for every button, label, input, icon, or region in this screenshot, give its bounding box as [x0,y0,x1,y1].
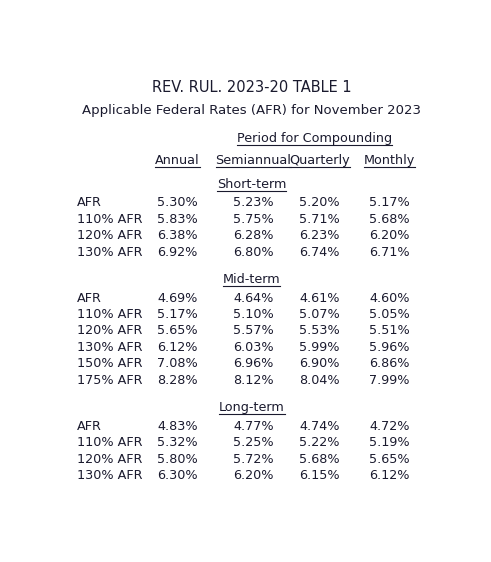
Text: Long-term: Long-term [219,401,284,414]
Text: Semiannual: Semiannual [216,154,292,167]
Text: 5.51%: 5.51% [369,324,410,338]
Text: 6.80%: 6.80% [233,246,274,259]
Text: 7.08%: 7.08% [157,357,198,370]
Text: 6.90%: 6.90% [299,357,340,370]
Text: 4.69%: 4.69% [157,292,197,305]
Text: 6.71%: 6.71% [369,246,409,259]
Text: Monthly: Monthly [364,154,415,167]
Text: 6.28%: 6.28% [233,229,274,242]
Text: Short-term: Short-term [217,178,286,191]
Text: Period for Compounding: Period for Compounding [237,133,392,146]
Text: 6.30%: 6.30% [157,469,198,482]
Text: 5.65%: 5.65% [157,324,198,338]
Text: Mid-term: Mid-term [223,273,280,286]
Text: 5.25%: 5.25% [233,436,274,449]
Text: 6.03%: 6.03% [233,341,274,354]
Text: 5.23%: 5.23% [233,196,274,210]
Text: 110% AFR: 110% AFR [77,308,142,321]
Text: 5.22%: 5.22% [299,436,340,449]
Text: 8.12%: 8.12% [233,374,274,387]
Text: 5.19%: 5.19% [369,436,409,449]
Text: 5.99%: 5.99% [299,341,340,354]
Text: AFR: AFR [77,420,102,433]
Text: 6.96%: 6.96% [233,357,273,370]
Text: 4.72%: 4.72% [369,420,409,433]
Text: 6.20%: 6.20% [233,469,274,482]
Text: 8.04%: 8.04% [299,374,340,387]
Text: 5.68%: 5.68% [299,452,340,465]
Text: 130% AFR: 130% AFR [77,469,142,482]
Text: 5.72%: 5.72% [233,452,274,465]
Text: 4.64%: 4.64% [233,292,273,305]
Text: 4.77%: 4.77% [233,420,274,433]
Text: Annual: Annual [155,154,200,167]
Text: 5.30%: 5.30% [157,196,198,210]
Text: AFR: AFR [77,292,102,305]
Text: 5.68%: 5.68% [369,213,409,226]
Text: 4.74%: 4.74% [299,420,340,433]
Text: 120% AFR: 120% AFR [77,229,142,242]
Text: 6.12%: 6.12% [369,469,409,482]
Text: 110% AFR: 110% AFR [77,436,142,449]
Text: 5.71%: 5.71% [299,213,340,226]
Text: 6.23%: 6.23% [299,229,340,242]
Text: 8.28%: 8.28% [157,374,198,387]
Text: 6.20%: 6.20% [369,229,409,242]
Text: 5.07%: 5.07% [299,308,340,321]
Text: 120% AFR: 120% AFR [77,452,142,465]
Text: REV. RUL. 2023-20 TABLE 1: REV. RUL. 2023-20 TABLE 1 [152,80,352,96]
Text: 4.60%: 4.60% [369,292,409,305]
Text: 4.61%: 4.61% [299,292,340,305]
Text: 5.96%: 5.96% [369,341,409,354]
Text: 5.57%: 5.57% [233,324,274,338]
Text: 5.65%: 5.65% [369,452,409,465]
Text: 175% AFR: 175% AFR [77,374,142,387]
Text: 5.10%: 5.10% [233,308,274,321]
Text: 7.99%: 7.99% [369,374,409,387]
Text: 5.17%: 5.17% [369,196,410,210]
Text: 130% AFR: 130% AFR [77,246,142,259]
Text: 6.86%: 6.86% [369,357,409,370]
Text: 130% AFR: 130% AFR [77,341,142,354]
Text: Applicable Federal Rates (AFR) for November 2023: Applicable Federal Rates (AFR) for Novem… [82,104,421,117]
Text: 5.17%: 5.17% [157,308,198,321]
Text: 5.20%: 5.20% [299,196,340,210]
Text: 5.53%: 5.53% [299,324,340,338]
Text: 150% AFR: 150% AFR [77,357,142,370]
Text: 6.15%: 6.15% [299,469,340,482]
Text: 5.75%: 5.75% [233,213,274,226]
Text: 5.32%: 5.32% [157,436,198,449]
Text: 120% AFR: 120% AFR [77,324,142,338]
Text: 6.12%: 6.12% [157,341,198,354]
Text: 5.80%: 5.80% [157,452,198,465]
Text: 6.38%: 6.38% [157,229,198,242]
Text: 110% AFR: 110% AFR [77,213,142,226]
Text: 5.05%: 5.05% [369,308,410,321]
Text: 6.92%: 6.92% [157,246,197,259]
Text: 4.83%: 4.83% [157,420,198,433]
Text: Quarterly: Quarterly [289,154,350,167]
Text: 6.74%: 6.74% [299,246,340,259]
Text: AFR: AFR [77,196,102,210]
Text: 5.83%: 5.83% [157,213,198,226]
